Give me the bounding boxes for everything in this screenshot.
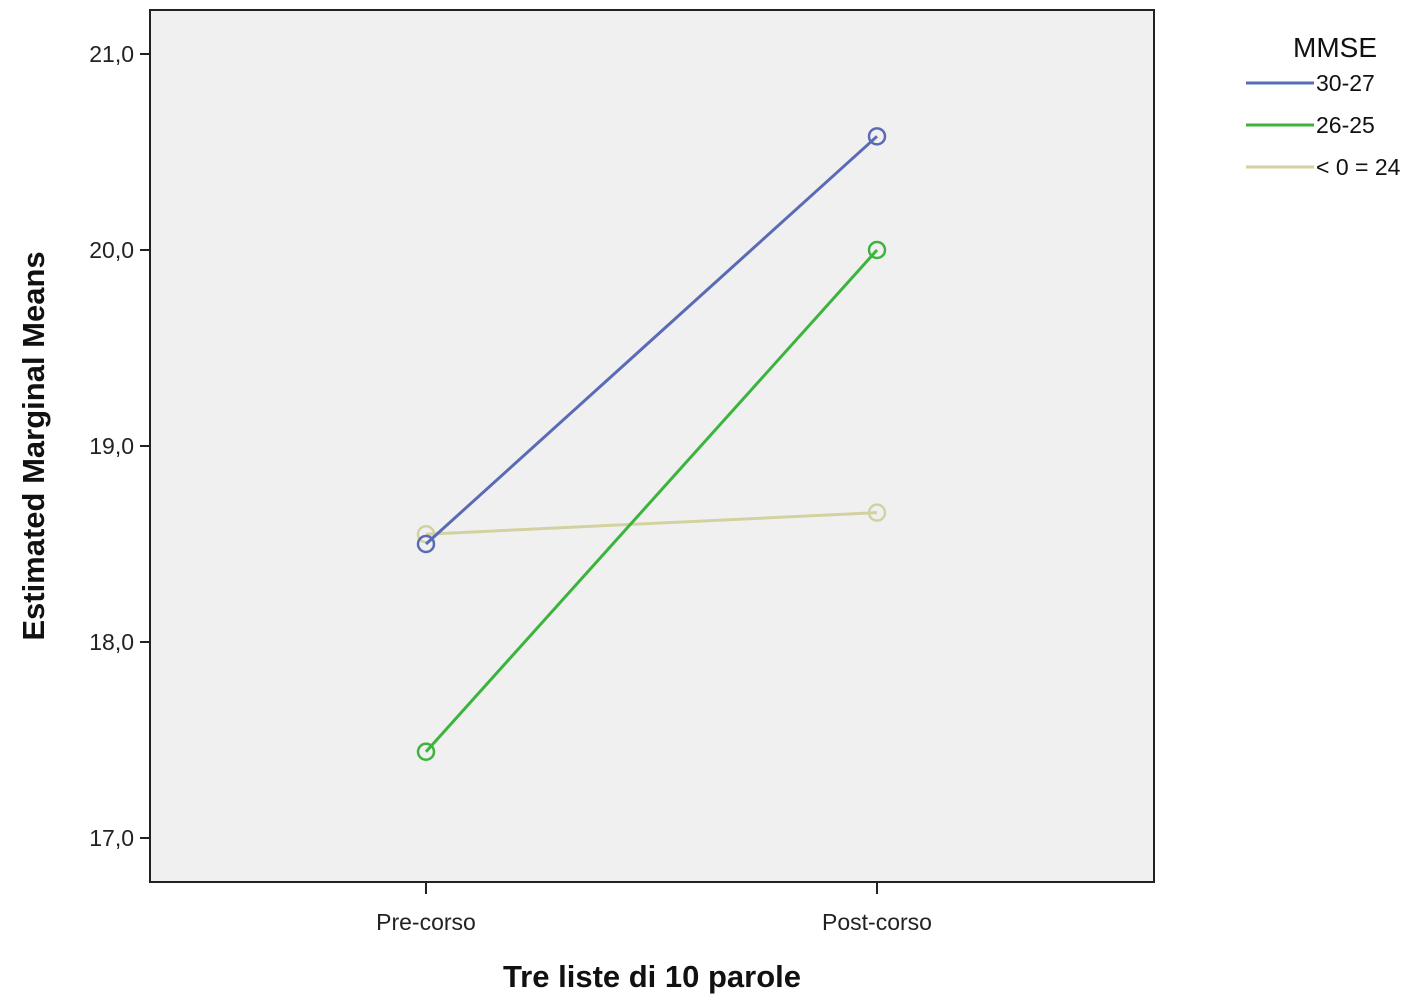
legend-label: 30-27 xyxy=(1316,70,1375,96)
y-tick-label: 17,0 xyxy=(89,825,134,851)
data-point xyxy=(867,127,887,146)
series-line xyxy=(424,135,879,546)
y-tick-label: 21,0 xyxy=(89,41,134,67)
legend-label: 26-25 xyxy=(1316,112,1375,138)
x-axis-title: Tre liste di 10 parole xyxy=(503,959,801,994)
data-point xyxy=(416,534,436,554)
y-axis-title: Estimated Marginal Means xyxy=(16,251,51,640)
series-30-27 xyxy=(416,127,887,554)
legend: MMSE 30-27 26-25 < 0 = 24 xyxy=(1246,32,1401,180)
y-tick-label: 20,0 xyxy=(89,237,134,263)
series-layer xyxy=(416,127,887,762)
legend-label: < 0 = 24 xyxy=(1316,154,1401,180)
data-point xyxy=(867,503,887,522)
legend-title: MMSE xyxy=(1293,32,1377,63)
data-point xyxy=(416,742,436,762)
series-26-25 xyxy=(416,240,887,762)
plot-area xyxy=(149,9,1155,883)
x-tick-label: Post-corso xyxy=(822,909,932,935)
series-line xyxy=(424,248,879,753)
series-line xyxy=(425,511,878,536)
x-axis: Pre-corso Post-corso xyxy=(376,882,932,935)
x-tick-label: Pre-corso xyxy=(376,909,476,935)
y-tick-label: 19,0 xyxy=(89,433,134,459)
y-axis: 17,0 18,0 19,0 20,0 21,0 xyxy=(89,41,150,851)
y-tick-label: 18,0 xyxy=(89,629,134,655)
data-point xyxy=(867,240,887,260)
